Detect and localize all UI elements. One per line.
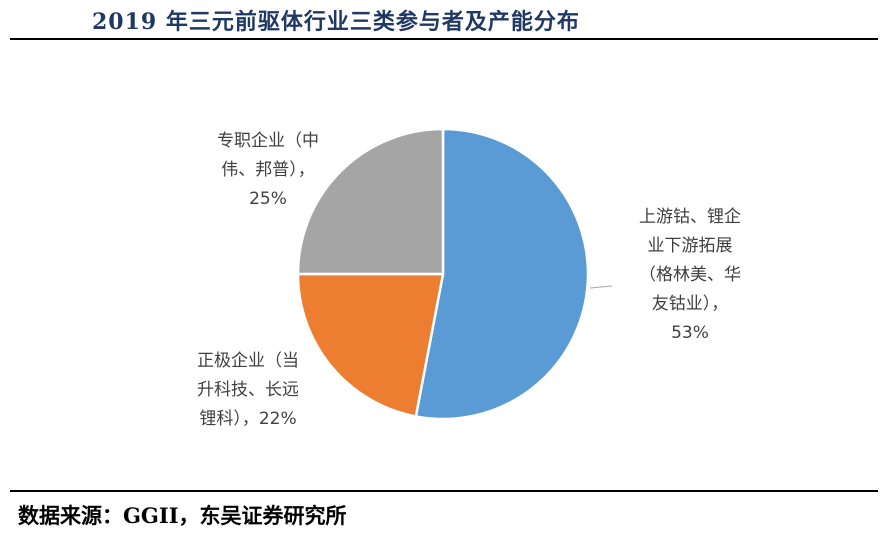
data-label: 上游钴、锂企业下游拓展（格林美、华友钴业）， 53%: [639, 207, 741, 343]
slice-upstream: [414, 127, 590, 421]
data-label: 专职企业（中伟、邦普）， 25%: [217, 131, 319, 209]
page-title: 2019 年三元前驱体行业三类参与者及产能分布: [92, 9, 580, 35]
title-divider: [10, 38, 878, 40]
data-label: 正极企业（当升科技、长远锂科），22%: [197, 351, 299, 429]
slice-specialized: [296, 127, 445, 276]
leader-line: [589, 285, 613, 289]
slice-cathode: [296, 272, 445, 418]
source-note: 数据来源：GGII，东吴证券研究所: [18, 503, 347, 528]
footer-divider: [10, 490, 878, 492]
